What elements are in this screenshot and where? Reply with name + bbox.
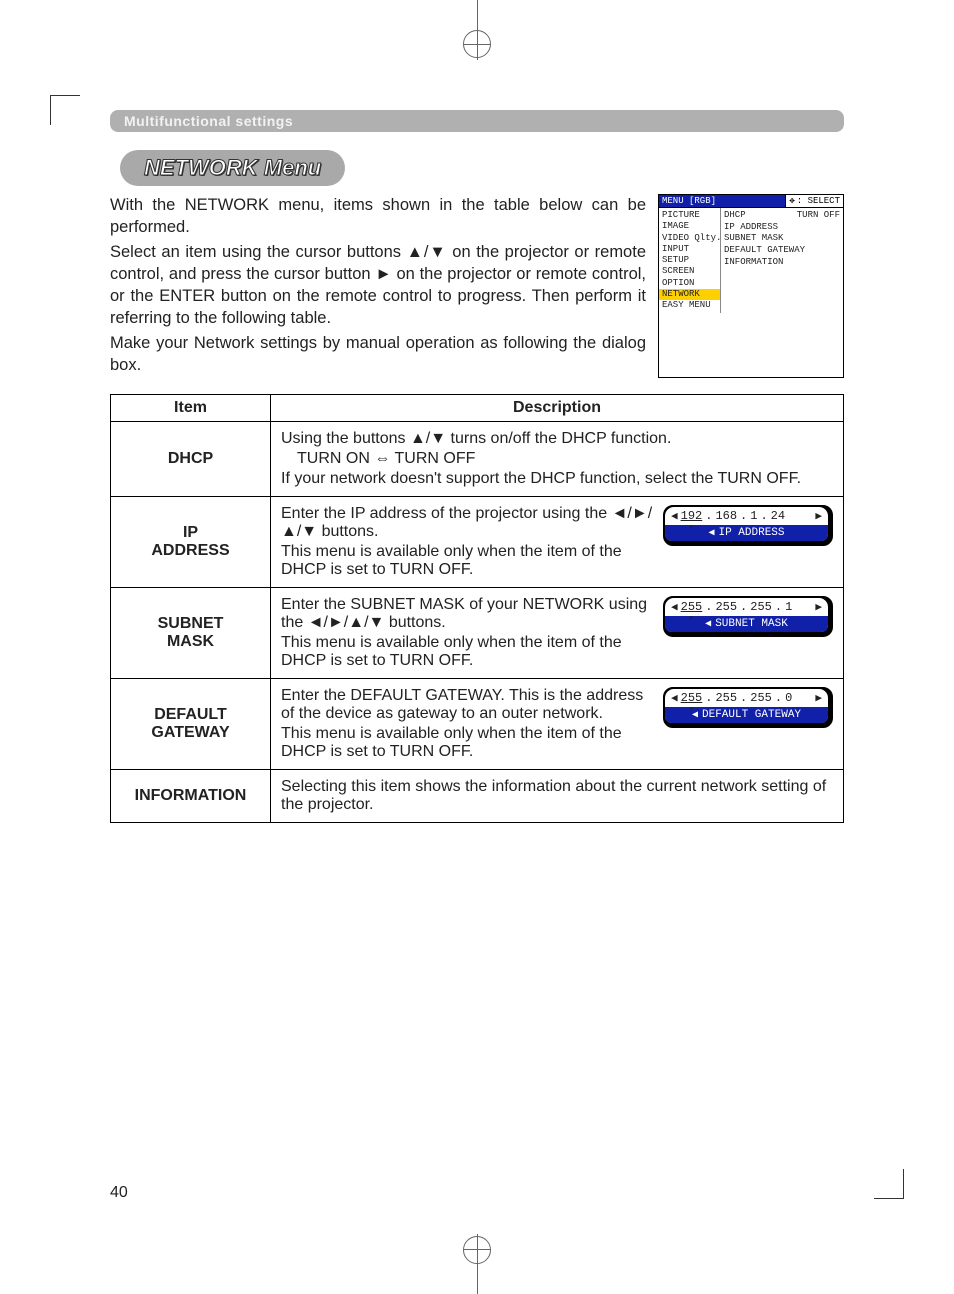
- table-row: DHCP Using the buttons ▲/▼ turns on/off t…: [111, 422, 844, 497]
- table-row: INFORMATION Selecting this item shows the…: [111, 770, 844, 823]
- desc-cell: Enter the IP address of the projector us…: [271, 497, 844, 588]
- intro-p2: Select an item using the cursor buttons …: [110, 241, 646, 330]
- osd-header-right: ✥ : SELECT: [785, 195, 843, 207]
- ip-widget-label: IP ADDRESS: [719, 527, 785, 539]
- intro-p3: Make your Network settings by manual ope…: [110, 332, 646, 377]
- desc-cell: Enter the SUBNET MASK of your NETWORK us…: [271, 588, 844, 679]
- crop-mark-top: [457, 0, 497, 60]
- ip-octet: 255: [714, 600, 738, 614]
- osd-screenshot: MENU [RGB] ✥ : SELECT PICTUREIMAGEVIDEO …: [658, 194, 844, 378]
- ip-entry-widget: ◀192.168.1.24▶◀IP ADDRESS: [663, 505, 833, 546]
- osd-right-item: SUBNET MASK: [724, 233, 840, 245]
- ip-octet: 168: [714, 509, 738, 523]
- table-row: DEFAULTGATEWAY Enter the DEFAULT GATEWAY.…: [111, 679, 844, 770]
- left-arrow-icon: ◀: [671, 509, 678, 523]
- osd-left-item: SCREEN: [659, 266, 720, 277]
- ip-octet: 255: [749, 691, 773, 705]
- right-arrow-icon: ▶: [815, 600, 822, 614]
- item-cell: INFORMATION: [111, 770, 271, 823]
- page-number: 40: [110, 1184, 128, 1202]
- ip-widget-label: DEFAULT GATEWAY: [702, 709, 801, 721]
- osd-right-item: DEFAULT GATEWAY: [724, 245, 840, 257]
- osd-left-item: SETUP: [659, 255, 720, 266]
- osd-right-column: DHCPTURN OFFIP ADDRESSSUBNET MASKDEFAULT…: [721, 208, 843, 313]
- settings-table: Item Description DHCP Using the buttons ▲…: [110, 394, 844, 823]
- th-item: Item: [111, 395, 271, 422]
- menu-title-badge: NETWORK Menu: [120, 150, 345, 186]
- table-row: IPADDRESS Enter the IP address of the pro…: [111, 497, 844, 588]
- osd-right-item: DHCPTURN OFF: [724, 210, 840, 222]
- item-cell: IPADDRESS: [111, 497, 271, 588]
- ip-entry-widget: ◀255.255.255.0▶◀DEFAULT GATEWAY: [663, 687, 833, 728]
- crop-corner-tl: [50, 95, 80, 125]
- item-cell: SUBNETMASK: [111, 588, 271, 679]
- section-header: Multifunctional settings: [110, 110, 844, 132]
- osd-left-item: EASY MENU: [659, 300, 720, 311]
- desc-line: TURN ON ⇔ TURN OFF: [281, 450, 833, 468]
- desc-line: Enter the IP address of the projector us…: [281, 505, 653, 541]
- osd-left-item: PICTURE: [659, 210, 720, 221]
- desc-cell: Enter the DEFAULT GATEWAY. This is the a…: [271, 679, 844, 770]
- osd-left-item: IMAGE: [659, 221, 720, 232]
- desc-cell: Selecting this item shows the informatio…: [271, 770, 844, 823]
- ip-octet: 192: [680, 509, 704, 523]
- ip-entry-widget: ◀255.255.255.1▶◀SUBNET MASK: [663, 596, 833, 637]
- left-arrow-icon: ◀: [671, 600, 678, 614]
- nav-icon: ✥: [789, 196, 794, 206]
- osd-left-item: NETWORK: [659, 289, 720, 300]
- desc-line: This menu is available only when the ite…: [281, 725, 653, 761]
- desc-line: If your network doesn't support the DHCP…: [281, 470, 833, 488]
- desc-line: Enter the SUBNET MASK of your NETWORK us…: [281, 596, 653, 632]
- table-row: SUBNETMASK Enter the SUBNET MASK of your …: [111, 588, 844, 679]
- osd-header-left: MENU [RGB]: [659, 195, 785, 207]
- ip-octet: 1: [784, 600, 793, 614]
- desc-line: Selecting this item shows the informatio…: [281, 778, 833, 814]
- item-cell: DEFAULTGATEWAY: [111, 679, 271, 770]
- right-arrow-icon: ▶: [815, 691, 822, 705]
- ip-octet: 24: [770, 509, 786, 523]
- right-arrow-icon: ▶: [815, 509, 822, 523]
- menu-title: NETWORK Menu: [144, 155, 321, 180]
- ip-octet: 255: [680, 691, 704, 705]
- crop-mark-bottom: [457, 1234, 497, 1294]
- intro-p1: With the NETWORK menu, items shown in th…: [110, 194, 646, 239]
- osd-left-item: OPTION: [659, 278, 720, 289]
- ip-octet: 255: [749, 600, 773, 614]
- left-arrow-icon: ◀: [671, 691, 678, 705]
- ip-octet: 255: [714, 691, 738, 705]
- desc-line: This menu is available only when the ite…: [281, 634, 653, 670]
- osd-right-item: INFORMATION: [724, 257, 840, 269]
- osd-left-item: VIDEO Qlty.: [659, 233, 720, 244]
- osd-right-item: IP ADDRESS: [724, 222, 840, 234]
- item-cell: DHCP: [111, 422, 271, 497]
- desc-line: Using the buttons ▲/▼ turns on/off the D…: [281, 430, 833, 448]
- ip-octet: 1: [749, 509, 758, 523]
- ip-octet: 0: [784, 691, 793, 705]
- desc-line: This menu is available only when the ite…: [281, 543, 653, 579]
- desc-line: Enter the DEFAULT GATEWAY. This is the a…: [281, 687, 653, 723]
- ip-octet: 255: [680, 600, 704, 614]
- osd-left-item: INPUT: [659, 244, 720, 255]
- crop-corner-br: [874, 1169, 904, 1199]
- osd-left-column: PICTUREIMAGEVIDEO Qlty.INPUTSETUPSCREENO…: [659, 208, 721, 313]
- intro-text: With the NETWORK menu, items shown in th…: [110, 194, 646, 378]
- desc-cell: Using the buttons ▲/▼ turns on/off the D…: [271, 422, 844, 497]
- th-desc: Description: [271, 395, 844, 422]
- ip-widget-label: SUBNET MASK: [715, 618, 788, 630]
